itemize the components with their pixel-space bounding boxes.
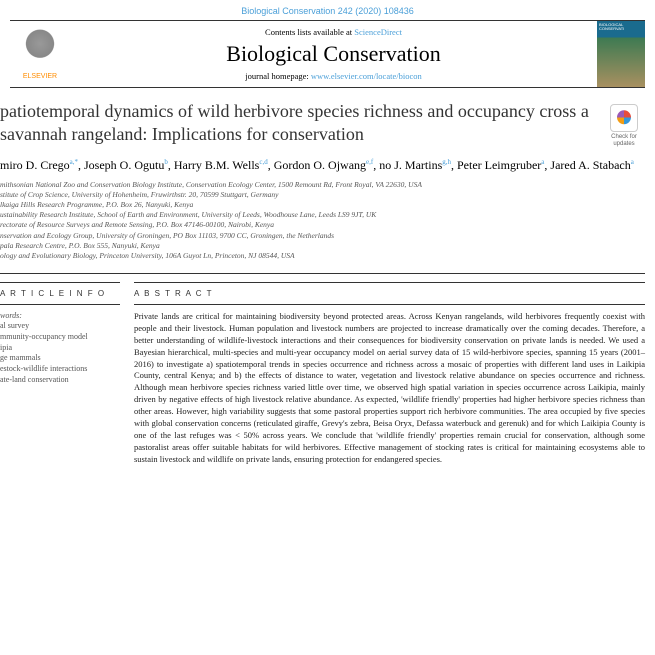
sciencedirect-link[interactable]: ScienceDirect — [354, 27, 402, 37]
crossmark-icon — [610, 104, 638, 132]
homepage-link[interactable]: www.elsevier.com/locate/biocon — [311, 71, 422, 81]
author-list: miro D. Cregoa,*, Joseph O. Ogutub, Harr… — [0, 155, 655, 180]
abstract-text: Private lands are critical for maintaini… — [134, 311, 645, 466]
elsevier-logo: ELSEVIER — [10, 21, 70, 87]
affiliation-line: mithsonian National Zoo and Conservation… — [0, 180, 645, 190]
check-updates-label: Check for updates — [603, 134, 645, 147]
title-section: patiotemporal dynamics of wild herbivore… — [0, 100, 655, 155]
affiliation-line: ology and Evolutionary Biology, Princeto… — [0, 251, 645, 261]
col-divider — [0, 304, 120, 305]
journal-banner: ELSEVIER Contents lists available at Sci… — [10, 20, 645, 88]
keywords-label: words: — [0, 311, 120, 320]
keyword: ge mammals — [0, 353, 120, 364]
affiliation-line: ustainability Research Institute, School… — [0, 210, 645, 220]
homepage-prefix: journal homepage: — [245, 71, 311, 81]
affiliation-line: lkaiga Hills Research Programme, P.O. Bo… — [0, 200, 645, 210]
abstract-head: A B S T R A C T — [134, 289, 645, 298]
keywords-list: al surveymmunity-occupancy modelipiage m… — [0, 321, 120, 386]
article-title: patiotemporal dynamics of wild herbivore… — [0, 100, 591, 145]
keyword: mmunity-occupancy model — [0, 332, 120, 343]
col-divider — [134, 304, 645, 305]
col-divider — [134, 282, 645, 283]
affiliation-line: rectorate of Resource Surveys and Remote… — [0, 220, 645, 230]
homepage-line: journal homepage: www.elsevier.com/locat… — [70, 71, 597, 81]
content-columns: A R T I C L E I N F O words: al surveymm… — [0, 274, 655, 466]
banner-center: Contents lists available at ScienceDirec… — [70, 21, 597, 87]
journal-title: Biological Conservation — [70, 41, 597, 67]
keyword: ate-land conservation — [0, 375, 120, 386]
col-divider — [0, 282, 120, 283]
affiliations: mithsonian National Zoo and Conservation… — [0, 180, 655, 271]
journal-cover-thumbnail — [597, 21, 645, 87]
affiliation-line: nservation and Ecology Group, University… — [0, 231, 645, 241]
affiliation-line: pala Research Centre, P.O. Box 555, Nany… — [0, 241, 645, 251]
elsevier-tree-icon — [19, 29, 61, 71]
affiliation-line: stitute of Crop Science, University of H… — [0, 190, 645, 200]
article-page: Biological Conservation 242 (2020) 10843… — [0, 0, 655, 655]
article-info-column: A R T I C L E I N F O words: al surveymm… — [0, 282, 120, 466]
keyword: ipia — [0, 343, 120, 354]
article-info-head: A R T I C L E I N F O — [0, 289, 120, 298]
keyword: al survey — [0, 321, 120, 332]
abstract-column: A B S T R A C T Private lands are critic… — [134, 282, 645, 466]
contents-line: Contents lists available at ScienceDirec… — [70, 27, 597, 37]
contents-prefix: Contents lists available at — [265, 27, 354, 37]
elsevier-label: ELSEVIER — [23, 73, 57, 80]
keyword: estock-wildlife interactions — [0, 364, 120, 375]
check-updates-badge[interactable]: Check for updates — [603, 104, 645, 147]
citation-line: Biological Conservation 242 (2020) 10843… — [0, 0, 655, 20]
